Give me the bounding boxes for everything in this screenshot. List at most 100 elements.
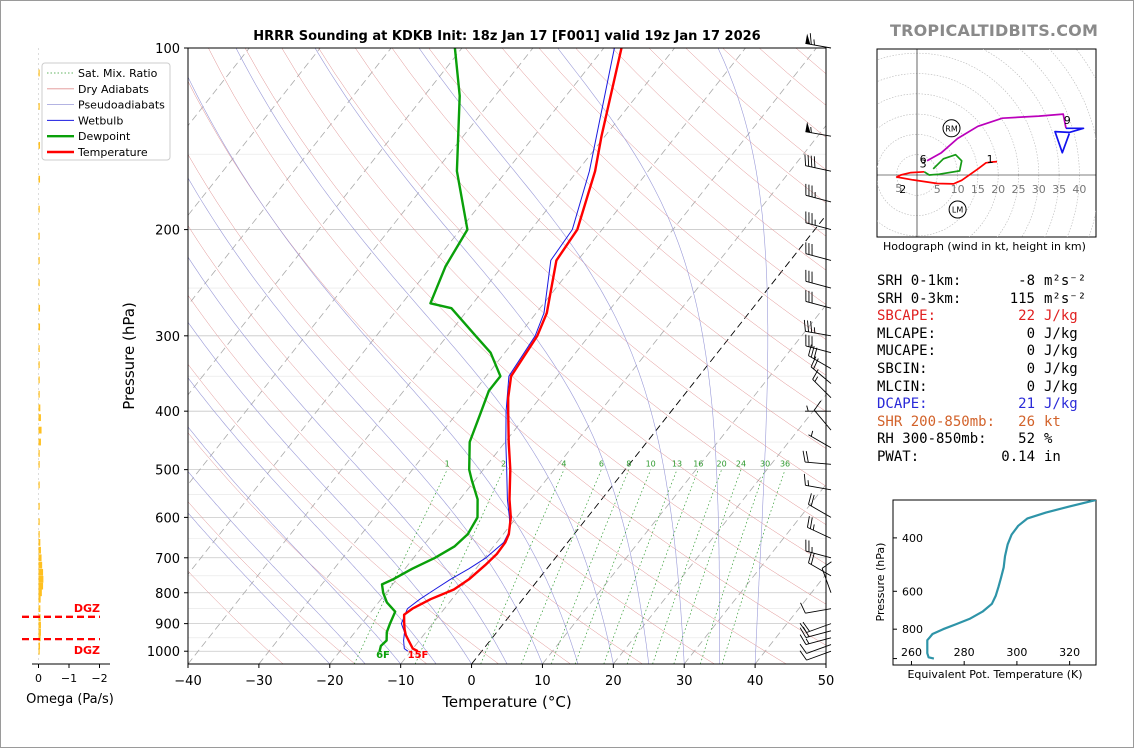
wind-barb [799,626,832,638]
x-tick-label: 50 [818,674,835,689]
omega-bar [38,141,41,149]
temperature-profile [402,48,623,653]
stat-label: SBCAPE: [877,308,937,325]
omega-bar [38,69,40,77]
moist-adiabat-line [557,48,721,664]
dry-adiabat-line [501,48,826,340]
stat-label: RH 300-850mb: [877,431,987,448]
dry-adiabat-line [188,501,356,664]
mixing-ratio-label: 24 [736,460,746,469]
moist-adiabat-line [188,321,472,664]
legend-label: Wetbulb [78,114,123,127]
omega-bar [38,554,42,562]
stat-value: 0.14 [1001,449,1035,465]
wind-barb [812,369,832,399]
moist-adiabat-line [188,512,331,664]
mixing-ratio-line [550,469,630,664]
stat-label: MUCAPE: [877,343,937,360]
wind-barb [804,154,832,172]
x-tick-label: −10 [387,674,414,689]
isotherm-line [0,48,37,664]
stat-label: SRH 0-1km: [877,273,962,289]
hodograph-segment [895,160,998,185]
omega-bar [38,376,40,384]
wind-barb [810,356,832,384]
wind-barb [805,211,832,231]
omega-bar [38,404,41,412]
skewt-axes-frame [187,47,827,665]
dry-adiabat-line [188,294,571,664]
omega-bar [38,634,41,642]
y-tick-label: 500 [155,464,180,479]
storm-motion-marker [942,119,961,138]
dry-adiabat-line [428,48,826,412]
hodograph-ring-label: 20 [991,183,1005,196]
hodograph-height-label: 9 [1064,114,1071,127]
isotherm-line [188,48,605,575]
dry-adiabat-line [188,80,787,664]
y-tick-label: 700 [155,552,180,567]
surface-dewpoint-label: 6F [376,650,390,661]
wind-barb [813,400,832,431]
wind-barb [803,473,832,491]
theta-y-tick-label: 400 [902,532,923,545]
dry-adiabat-line [188,432,428,664]
y-tick-label: 400 [155,405,180,420]
theta-e-x-label: Equivalent Pot. Temperature (K) [907,668,1082,681]
y-tick-label: 100 [155,42,180,57]
x-tick-label: 10 [534,674,551,689]
x-tick-label: −30 [245,674,272,689]
omega-bar [38,481,40,489]
wind-barb [800,602,832,614]
mixing-ratio-label: 13 [672,460,682,469]
wind-barb [805,334,832,354]
stat-value: 0 [1026,361,1035,377]
omega-bar [38,450,40,457]
wind-barb [805,269,832,289]
dry-adiabat-line [244,48,826,605]
wetbulb-profile [400,48,615,652]
wind-barb [808,551,832,577]
legend-label: Dry Adiabats [78,83,149,96]
y-tick-label: 200 [155,224,180,239]
storm-motion-label: RM [945,124,958,133]
omega-axis-label: Omega (Pa/s) [26,692,114,707]
omega-bar [38,257,40,264]
mixing-ratio-line [414,469,504,664]
dry-adiabat-line [465,48,826,376]
mixing-ratio-label: 10 [646,460,656,469]
isotherm-line [188,48,321,217]
wind-barb [805,539,832,559]
omega-bar [38,304,41,312]
storm-motion-label: LM [952,206,963,215]
mixing-ratio-line [699,469,766,664]
wind-barb [805,290,832,309]
isotherm-line [188,48,463,396]
mixing-ratio-line [353,469,448,664]
omega-bar [38,390,40,398]
stat-value: 115 [1009,290,1035,307]
moist-adiabat-line [418,48,685,664]
hodograph-ring-label: 40 [1072,183,1086,196]
omega-bar [38,345,40,352]
stat-value: 0 [1026,378,1035,395]
theta-e-frame [892,499,1097,666]
theta-x-tick-label: 260 [901,646,922,659]
mixing-ratio-label: 16 [693,460,703,469]
dgz-top-label: DGZ [74,602,100,615]
chart-title: HRRR Sounding at KDKB Init: 18z Jan 17 [… [253,29,760,44]
hodograph-frame [876,48,1097,238]
mixing-ratio-line [480,469,565,664]
omega-bar [38,414,41,422]
omega-bar [38,595,41,603]
omega-bar [38,530,40,538]
omega-bar [38,175,41,183]
omega-bar [38,582,44,590]
mixing-ratio-label: 2 [501,460,506,469]
moist-adiabat-line [188,76,579,664]
theta-y-tick-label: 600 [902,585,923,598]
dry-adiabat-line [318,48,826,525]
y-tick-label: 900 [155,618,180,633]
dry-adiabat-line [188,363,499,664]
